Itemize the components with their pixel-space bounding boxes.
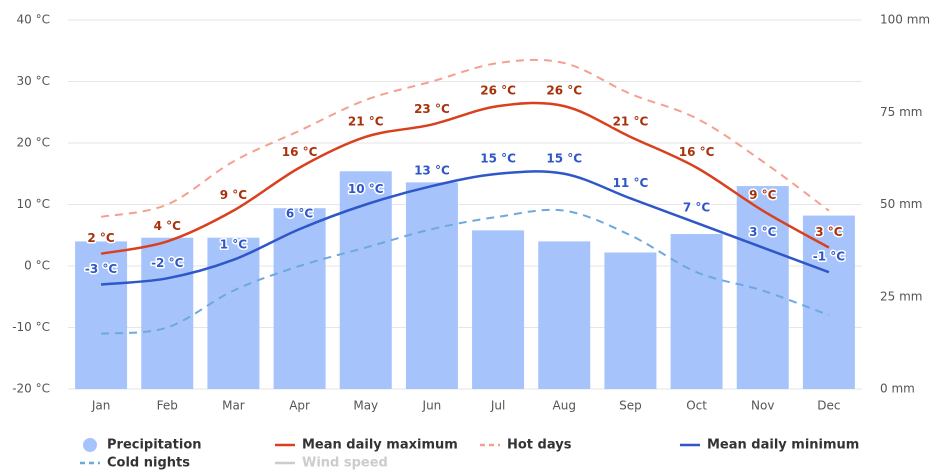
x-tick-label: Dec [817, 399, 840, 413]
data-label: 21 °C [348, 114, 384, 128]
x-tick-label: Sep [619, 399, 642, 413]
x-tick-label: Feb [157, 399, 178, 413]
data-label: 11 °C [613, 176, 649, 190]
x-tick-label: Oct [686, 399, 707, 413]
y-tick-label: 0 °C [24, 259, 50, 273]
y-tick-label: 30 °C [17, 74, 50, 88]
data-label: -1 °C [813, 250, 846, 264]
y-tick-label: -10 °C [12, 320, 50, 334]
x-tick-label: Jun [422, 399, 442, 413]
x-tick-label: Mar [222, 399, 245, 413]
data-label: 23 °C [414, 102, 450, 116]
data-label: 1 °C [220, 237, 248, 251]
x-tick-label: Jan [91, 399, 111, 413]
precipitation-bar [339, 171, 392, 389]
data-label: 16 °C [282, 145, 318, 159]
precipitation-bar [736, 186, 789, 389]
legend-label[interactable]: Wind speed [302, 456, 388, 471]
y2-tick-label: 75 mm [880, 105, 922, 119]
legend-swatch [83, 438, 97, 452]
data-label: 2 °C [87, 231, 115, 245]
y2-tick-label: 100 mm [880, 13, 930, 27]
precipitation-bar [670, 234, 723, 389]
series-line [100, 101, 830, 255]
data-label: 4 °C [154, 219, 182, 233]
x-tick-label: Apr [289, 399, 310, 413]
series-line [100, 170, 830, 286]
data-label: 15 °C [546, 151, 582, 165]
data-label: 26 °C [480, 84, 516, 98]
y-tick-label: -20 °C [12, 382, 50, 396]
precipitation-bar [75, 241, 128, 389]
data-label: -2 °C [151, 256, 184, 270]
data-label: 21 °C [613, 114, 649, 128]
data-label: 3 °C [749, 225, 777, 239]
y-tick-label: 10 °C [17, 197, 50, 211]
data-label: 16 °C [679, 145, 715, 159]
data-label: -3 °C [85, 262, 118, 276]
precipitation-bar [802, 215, 855, 389]
legend-label[interactable]: Mean daily minimum [707, 438, 859, 453]
precipitation-bar [472, 230, 525, 389]
series-line [100, 58, 830, 218]
legend-label[interactable]: Hot days [507, 438, 572, 453]
legend-label[interactable]: Mean daily maximum [302, 438, 458, 453]
precipitation-bar [273, 208, 326, 389]
data-label: 15 °C [480, 151, 516, 165]
precipitation-bar [405, 182, 458, 389]
data-label: 26 °C [546, 84, 582, 98]
precipitation-bar [207, 237, 260, 389]
y-tick-label: 40 °C [17, 13, 50, 27]
x-tick-label: May [353, 399, 378, 413]
legend-label[interactable]: Precipitation [107, 438, 202, 453]
x-tick-label: Nov [751, 399, 774, 413]
data-label: 13 °C [414, 164, 450, 178]
data-label: 3 °C [815, 225, 843, 239]
data-label: 9 °C [220, 188, 248, 202]
legend-label[interactable]: Cold nights [107, 456, 190, 471]
y2-tick-label: 50 mm [880, 197, 922, 211]
precipitation-bar [141, 237, 194, 389]
precipitation-bar [538, 241, 591, 389]
x-tick-label: Aug [553, 399, 576, 413]
y2-tick-label: 25 mm [880, 289, 922, 303]
data-label: 7 °C [683, 200, 711, 214]
y-tick-label: 20 °C [17, 136, 50, 150]
data-label: 9 °C [749, 188, 777, 202]
data-label: 10 °C [348, 182, 384, 196]
data-label: 6 °C [286, 207, 314, 221]
x-tick-label: Jul [490, 399, 505, 413]
series-line [100, 208, 830, 335]
y2-tick-label: 0 mm [880, 382, 915, 396]
precipitation-bar [604, 252, 657, 389]
